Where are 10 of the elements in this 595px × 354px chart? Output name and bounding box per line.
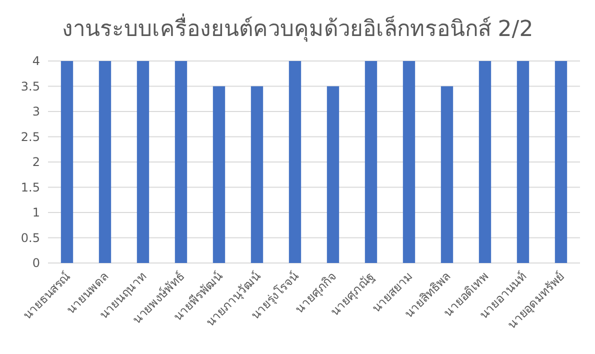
y-tick-label: 1 — [32, 206, 40, 220]
y-tick-label: 3.5 — [20, 79, 40, 94]
y-tick-label: 2 — [32, 155, 40, 169]
y-tick-label: 2.5 — [20, 130, 40, 144]
y-tick-label: 0.5 — [20, 230, 40, 245]
y-tick-label: 1.5 — [20, 180, 40, 194]
y-tick-label: 0 — [32, 256, 40, 270]
chart-title: งานระบบเครื่องยนต์ควบคุมด้วยอิเล็กทรอนิกส์ 2/2 — [62, 13, 534, 42]
y-tick-label: 3 — [32, 104, 40, 118]
y-tick-label: 4 — [32, 54, 40, 68]
